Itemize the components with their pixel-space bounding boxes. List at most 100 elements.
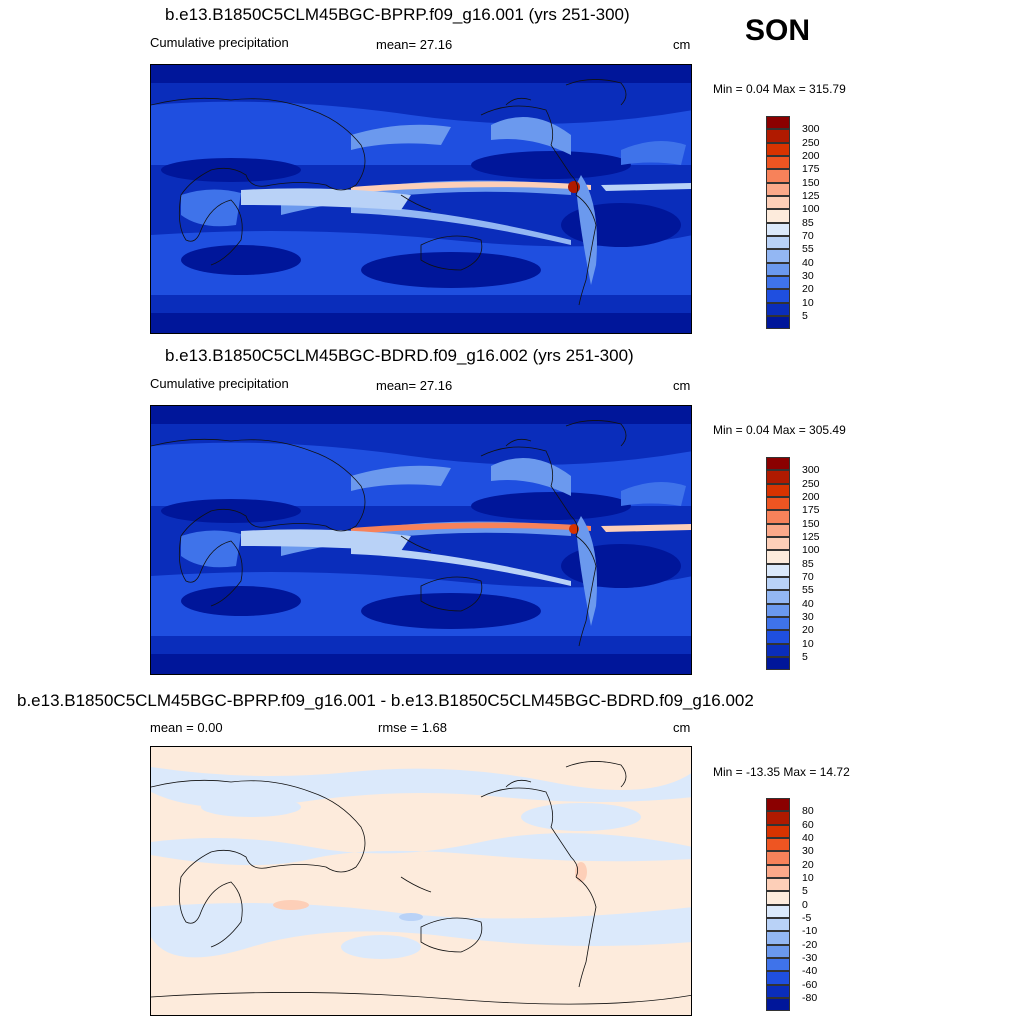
- colorbar-swatch: [766, 798, 790, 812]
- panel2-variable-label: Cumulative precipitation: [150, 376, 289, 391]
- colorbar-tick-label: 0: [802, 898, 808, 911]
- colorbar-tick-label: 175: [802, 163, 820, 176]
- colorbar-swatch: [766, 496, 790, 511]
- colorbar-swatch: [766, 931, 790, 945]
- colorbar-swatch: [766, 315, 790, 330]
- colorbar-tick-label: 30: [802, 845, 814, 858]
- panel1-mean-label: mean= 27.16: [376, 37, 453, 52]
- colorbar-swatch: [766, 864, 790, 878]
- colorbar-swatch: [766, 656, 790, 671]
- colorbar-tick-label: 250: [802, 477, 820, 490]
- colorbar-tick-label: 100: [802, 203, 820, 216]
- panel1-title: b.e13.B1850C5CLM45BGC-BPRP.f09_g16.001 (…: [165, 5, 630, 24]
- colorbar-swatch: [766, 182, 790, 196]
- colorbar-swatch: [766, 891, 790, 905]
- colorbar-swatch: [766, 222, 790, 236]
- colorbar-tick-label: 85: [802, 216, 814, 229]
- colorbar-tick-label: 40: [802, 256, 814, 269]
- panel2-colorbar: [766, 457, 790, 671]
- colorbar-swatch: [766, 536, 790, 551]
- colorbar-swatch: [766, 603, 790, 617]
- colorbar-tick-label: 10: [802, 637, 814, 650]
- colorbar-tick-label: 125: [802, 189, 820, 202]
- colorbar-tick-label: 70: [802, 570, 814, 583]
- colorbar-tick-label: -60: [802, 978, 818, 991]
- colorbar-tick-label: 300: [802, 464, 820, 477]
- panel2-title: b.e13.B1850C5CLM45BGC-BDRD.f09_g16.002 (…: [165, 346, 634, 365]
- panel1-units-label: cm: [673, 37, 691, 52]
- colorbar-tick-label: 10: [802, 296, 814, 309]
- colorbar-swatch: [766, 457, 790, 471]
- colorbar-swatch: [766, 510, 790, 524]
- colorbar-tick-label: -30: [802, 951, 818, 964]
- panel3-units-label: cm: [673, 720, 691, 735]
- colorbar-tick-label: 5: [802, 885, 808, 898]
- colorbar-tick-label: 5: [802, 650, 808, 663]
- colorbar-swatch: [766, 630, 790, 644]
- panel2-map: [150, 405, 692, 675]
- colorbar-tick-label: 200: [802, 149, 820, 162]
- panel1-precip-field: [151, 65, 691, 333]
- colorbar-tick-label: 150: [802, 517, 820, 530]
- colorbar-tick-label: 40: [802, 831, 814, 844]
- colorbar-tick-label: -80: [802, 991, 818, 1004]
- colorbar-tick-label: 40: [802, 597, 814, 610]
- colorbar-swatch: [766, 249, 790, 263]
- panel1-colorbar: [766, 116, 790, 330]
- colorbar-swatch: [766, 944, 790, 958]
- colorbar-swatch: [766, 116, 790, 130]
- colorbar-tick-label: -40: [802, 965, 818, 978]
- panel3-diff-field: [151, 747, 691, 1015]
- panel3-map: [150, 746, 692, 1016]
- colorbar-swatch: [766, 971, 790, 985]
- colorbar-tick-label: 20: [802, 858, 814, 871]
- colorbar-tick-label: -20: [802, 938, 818, 951]
- panel2-units-label: cm: [673, 378, 691, 393]
- colorbar-tick-label: 60: [802, 818, 814, 831]
- colorbar-tick-label: 5: [802, 309, 808, 322]
- colorbar-tick-label: 30: [802, 610, 814, 623]
- colorbar-tick-label: 10: [802, 871, 814, 884]
- colorbar-swatch: [766, 155, 790, 170]
- colorbar-tick-label: 250: [802, 136, 820, 149]
- colorbar-tick-label: 70: [802, 229, 814, 242]
- colorbar-tick-label: 55: [802, 243, 814, 256]
- panel3-mean-label: mean = 0.00: [150, 720, 223, 735]
- colorbar-tick-label: 150: [802, 176, 820, 189]
- colorbar-swatch: [766, 576, 790, 591]
- panel2-minmax-label: Min = 0.04 Max = 305.49: [713, 423, 846, 437]
- colorbar-swatch: [766, 616, 790, 631]
- colorbar-swatch: [766, 483, 790, 497]
- panel3-title: b.e13.B1850C5CLM45BGC-BPRP.f09_g16.001 -…: [17, 691, 754, 710]
- colorbar-tick-label: 20: [802, 624, 814, 637]
- colorbar-tick-label: -5: [802, 911, 812, 924]
- colorbar-tick-label: 200: [802, 490, 820, 503]
- colorbar-swatch: [766, 811, 790, 825]
- colorbar-swatch: [766, 824, 790, 838]
- colorbar-tick-label: 55: [802, 584, 814, 597]
- colorbar-swatch: [766, 997, 790, 1012]
- colorbar-tick-label: 85: [802, 557, 814, 570]
- colorbar-swatch: [766, 470, 790, 484]
- colorbar-tick-label: 100: [802, 544, 820, 557]
- colorbar-swatch: [766, 917, 790, 932]
- colorbar-swatch: [766, 129, 790, 143]
- colorbar-swatch: [766, 590, 790, 604]
- colorbar-swatch: [766, 262, 790, 276]
- colorbar-tick-label: 20: [802, 283, 814, 296]
- panel2-precip-field: [151, 406, 691, 674]
- colorbar-swatch: [766, 904, 790, 918]
- panel3-rmse-label: rmse = 1.68: [378, 720, 448, 735]
- colorbar-swatch: [766, 643, 790, 657]
- colorbar-tick-label: 300: [802, 123, 820, 136]
- panel2-mean-label: mean= 27.16: [376, 378, 453, 393]
- season-label: SON: [745, 14, 811, 47]
- panel1-variable-label: Cumulative precipitation: [150, 35, 289, 50]
- colorbar-swatch: [766, 563, 790, 577]
- colorbar-swatch: [766, 289, 790, 303]
- colorbar-swatch: [766, 877, 790, 892]
- colorbar-swatch: [766, 957, 790, 972]
- colorbar-swatch: [766, 523, 790, 537]
- panel1-minmax-label: Min = 0.04 Max = 315.79: [713, 82, 846, 96]
- colorbar-swatch: [766, 169, 790, 183]
